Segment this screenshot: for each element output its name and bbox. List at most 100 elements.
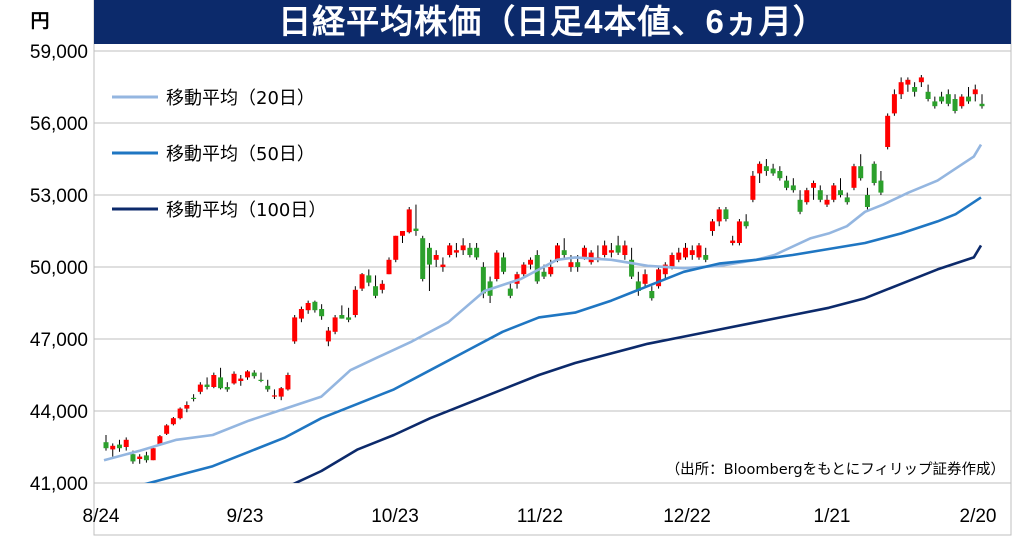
candle: [170, 417, 176, 426]
candle-body: [669, 255, 675, 267]
candle-body: [905, 79, 911, 85]
candle-body: [656, 269, 662, 287]
candle: [528, 257, 534, 270]
candle: [143, 451, 149, 463]
candle: [622, 240, 628, 260]
candle: [164, 424, 170, 435]
candle-body: [251, 372, 257, 377]
candle-body: [420, 238, 426, 279]
candle: [831, 183, 837, 203]
candle: [298, 306, 304, 323]
candle: [932, 96, 938, 109]
x-tick-label: 12/22: [663, 506, 711, 527]
candle-body: [811, 183, 817, 188]
candle-body: [602, 245, 608, 255]
candle-body: [319, 309, 325, 317]
candle: [366, 269, 372, 287]
legend-label: 移動平均（20日）: [166, 88, 315, 109]
candle: [656, 267, 662, 289]
candle-body: [440, 264, 446, 267]
candle-body: [278, 388, 284, 397]
candle-body: [945, 94, 951, 104]
candle-body: [177, 408, 183, 419]
candle: [723, 207, 729, 222]
candle-body: [709, 221, 715, 231]
candle: [278, 387, 284, 401]
candle: [507, 281, 513, 299]
candle: [891, 89, 897, 116]
candlestick-series: [103, 75, 985, 464]
candle-body: [851, 166, 857, 188]
candle-body: [258, 379, 264, 381]
candle: [218, 367, 224, 390]
candle-body: [292, 317, 298, 342]
candle: [615, 235, 621, 255]
candle-body: [790, 185, 796, 191]
candle-body: [373, 286, 379, 296]
candle: [534, 250, 540, 284]
candle-body: [123, 439, 129, 447]
candle-body: [298, 309, 304, 319]
candle-body: [541, 271, 547, 277]
candle-body: [689, 250, 695, 255]
candle: [238, 375, 244, 386]
candle-body: [197, 384, 203, 392]
candle: [285, 372, 291, 391]
legend-item: 移動平均（20日）: [112, 88, 315, 109]
candle-body: [878, 180, 884, 193]
candle: [211, 372, 217, 389]
candle: [258, 372, 264, 383]
candle: [602, 240, 608, 258]
candle: [777, 166, 783, 181]
candle: [784, 175, 790, 191]
candle: [359, 273, 365, 291]
candle: [420, 235, 426, 282]
candle: [811, 180, 817, 200]
candle: [265, 379, 271, 392]
candle: [716, 207, 722, 227]
candle: [851, 163, 857, 191]
y-axis: 41,000 44,000 47,000 50,000 53,000 56,000 59,0…: [30, 42, 88, 495]
candle-body: [157, 436, 163, 445]
candle-body: [696, 245, 702, 258]
candle: [116, 439, 122, 452]
candle: [979, 94, 985, 109]
candle: [137, 454, 143, 464]
candle: [393, 235, 399, 263]
candle-body: [103, 442, 109, 449]
candle: [319, 304, 325, 320]
candle-body: [521, 264, 527, 275]
candle: [642, 269, 648, 287]
candle-body: [635, 281, 641, 291]
candle: [804, 187, 810, 205]
candle: [224, 382, 230, 392]
candle-body: [191, 397, 197, 399]
candle: [150, 445, 156, 461]
candle-body: [575, 262, 581, 267]
candle-body: [757, 163, 763, 174]
candle: [972, 84, 978, 102]
candle-body: [426, 247, 432, 265]
candle-body: [784, 180, 790, 188]
candle-body: [332, 317, 338, 332]
candle-body: [966, 96, 972, 102]
candle-body: [406, 209, 412, 233]
candle: [325, 327, 331, 347]
candle: [952, 94, 958, 114]
candle: [399, 231, 405, 243]
candle-body: [164, 425, 170, 434]
candle: [635, 271, 641, 296]
candle: [379, 280, 385, 294]
candle: [824, 195, 830, 207]
candle-body: [898, 82, 904, 95]
candle-body: [494, 252, 500, 279]
y-tick-label: 44,000: [30, 402, 88, 423]
candle-body: [460, 245, 466, 251]
x-axis: 8/24 9/23 10/23 11/22 12/22 1/21 2/20: [83, 506, 997, 527]
candle-body: [952, 99, 958, 111]
candle: [918, 75, 924, 87]
candle: [197, 382, 203, 395]
candle-body: [777, 171, 783, 179]
candle-body: [561, 250, 567, 255]
candle-body: [662, 264, 668, 275]
